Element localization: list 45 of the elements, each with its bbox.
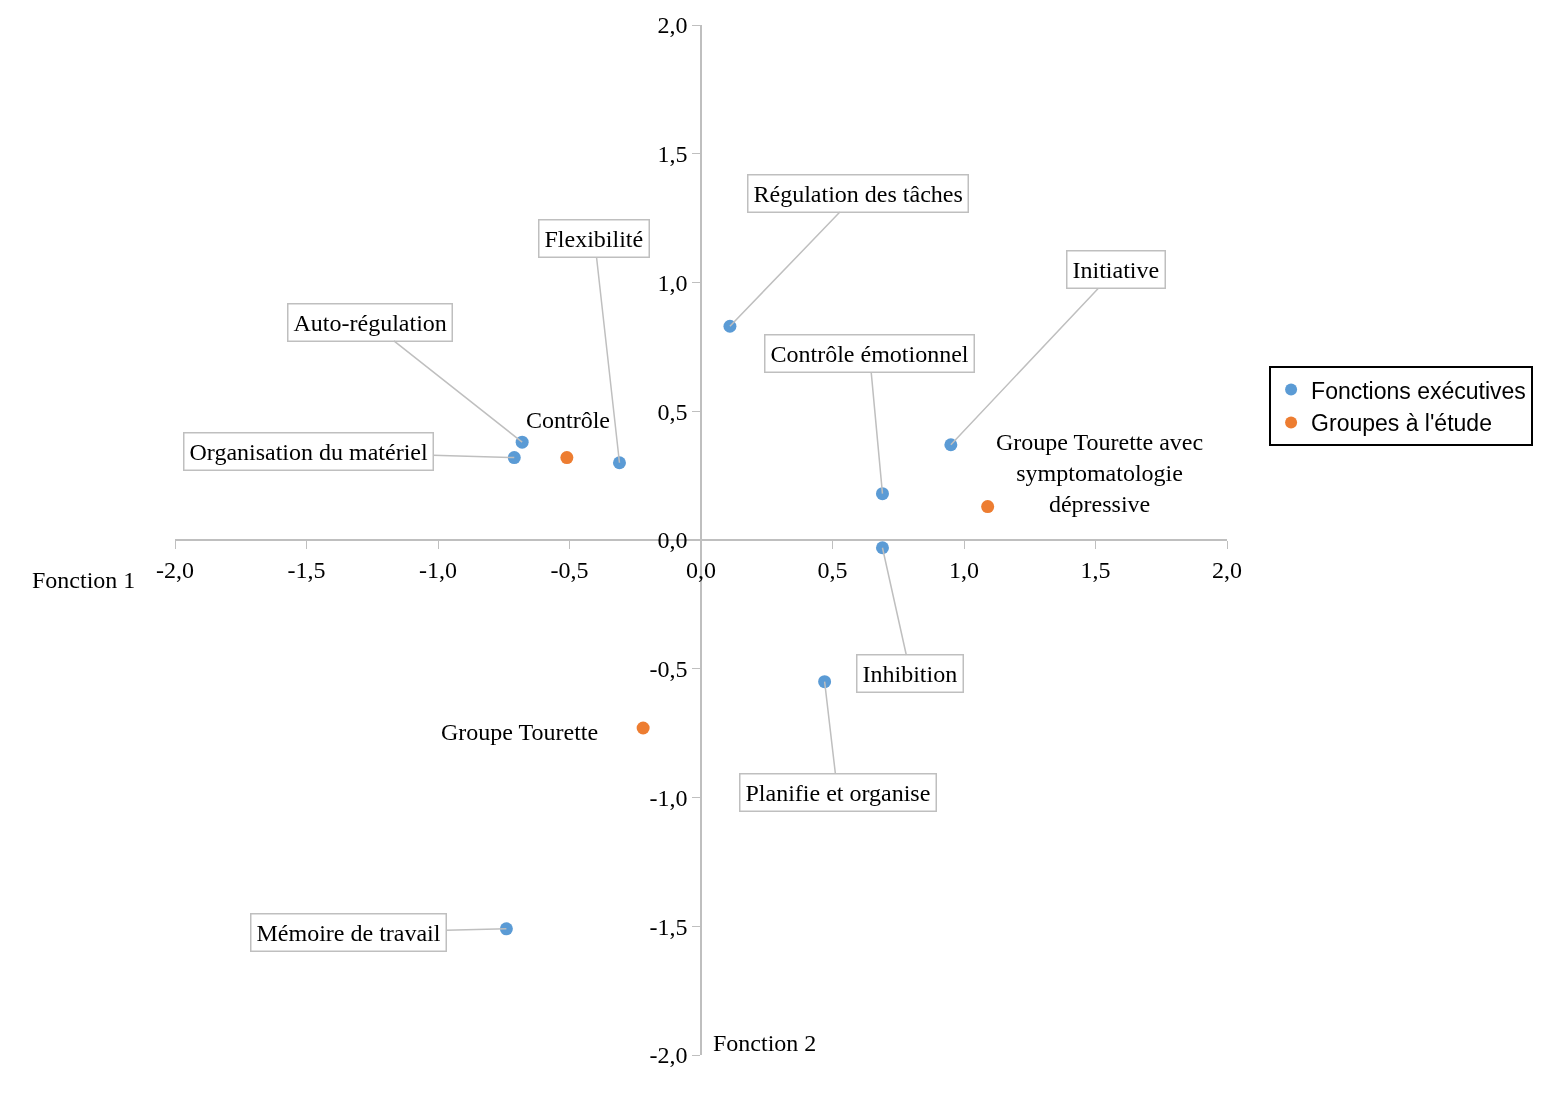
x-tick-label: 1,0 (949, 556, 979, 583)
point (944, 438, 958, 452)
annotation: Contrôle émotionnel (770, 340, 969, 367)
y-tick-label: 1,5 (657, 141, 688, 168)
x-tick-label: 2,0 (1212, 556, 1242, 583)
x-axis-title: Fonction 1 (32, 567, 136, 593)
legend-label: Groupes à l'étude (1311, 410, 1492, 437)
point (499, 922, 513, 936)
annotation: Initiative (1072, 256, 1160, 283)
y-tick-label: 1,0 (657, 269, 688, 296)
annotation: Groupe Tourette (441, 719, 599, 745)
point (981, 500, 995, 514)
annotation: Contrôle (526, 407, 610, 433)
y-tick-label: 0,0 (657, 527, 688, 554)
legend-label: Fonctions exécutives (1311, 377, 1526, 404)
annotation: Flexibilité (544, 225, 644, 252)
y-axis-title: Fonction 2 (713, 1030, 817, 1056)
y-tick-label: -1,0 (649, 784, 688, 811)
y-tick-label: -0,5 (649, 656, 688, 683)
x-tick-label: 0,5 (817, 556, 848, 583)
annotation: Planifie et organise (745, 779, 931, 806)
point (636, 721, 650, 735)
annotation: Auto-régulation (293, 309, 447, 336)
annotation: Inhibition (862, 660, 958, 687)
x-tick-label: -2,0 (156, 556, 194, 583)
y-tick-label: 2,0 (657, 12, 688, 39)
y-tick-label: -2,0 (649, 1042, 688, 1069)
y-tick-label: 0,5 (657, 398, 688, 425)
annotation: Mémoire de travail (256, 919, 441, 946)
y-tick-label: -1,5 (649, 913, 688, 940)
point (515, 435, 529, 449)
annotation: Groupe Tourette avec symptomatologie dépressive (996, 429, 1204, 518)
point (875, 487, 889, 501)
x-tick-label: -1,0 (419, 556, 457, 583)
point (612, 456, 626, 470)
x-tick-label: -0,5 (550, 556, 589, 583)
x-tick-label: -1,5 (287, 556, 326, 583)
x-tick-label: 1,5 (1080, 556, 1111, 583)
point (560, 451, 574, 465)
point (507, 451, 521, 465)
point (818, 675, 832, 689)
point (875, 541, 889, 555)
annotation: Organisation du matériel (189, 438, 428, 465)
x-tick-label: 0,0 (686, 556, 716, 583)
annotation: Régulation des tâches (753, 180, 963, 207)
